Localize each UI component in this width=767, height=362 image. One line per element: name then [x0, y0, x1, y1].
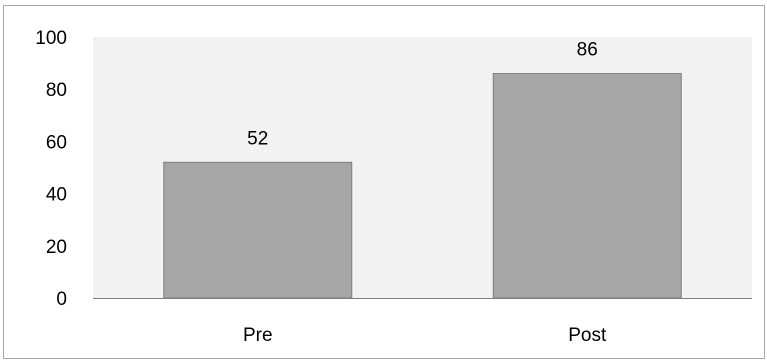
y-tick-label: 80 [46, 80, 67, 101]
data-label-post: 86 [577, 40, 598, 61]
bar-pre [163, 161, 353, 299]
x-tick-label-post: Post [568, 325, 607, 346]
y-tick-label: 60 [46, 132, 67, 153]
y-tick-label: 100 [35, 28, 67, 49]
bars [163, 73, 682, 299]
y-tick-label: 0 [56, 289, 67, 310]
y-tick-label: 40 [46, 185, 67, 206]
bar-post [492, 73, 682, 299]
y-axis-ticks: 0 20 40 60 80 100 [35, 28, 67, 310]
data-label-pre: 52 [247, 128, 268, 149]
x-axis-ticks: Pre Post [243, 325, 607, 346]
x-tick-label-pre: Pre [243, 325, 273, 346]
data-labels: 52 86 [247, 40, 598, 150]
y-tick-label: 20 [46, 237, 67, 258]
